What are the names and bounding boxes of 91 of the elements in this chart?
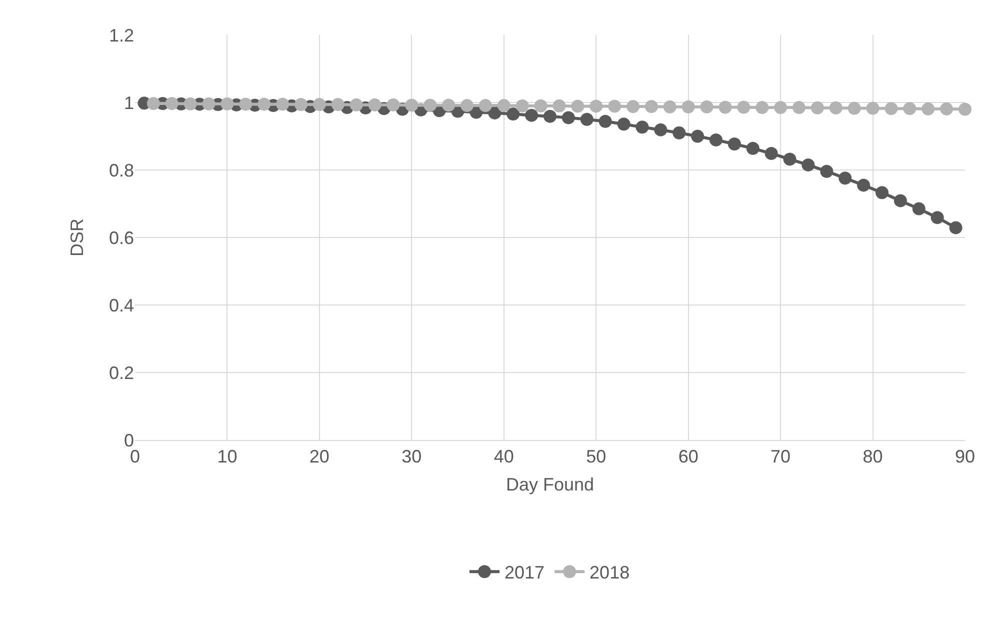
point <box>922 102 935 116</box>
point <box>838 172 852 185</box>
y-tick-label: 0.8 <box>108 160 134 180</box>
point <box>294 98 308 112</box>
point <box>516 99 529 112</box>
point <box>626 100 640 114</box>
x-tick-label: 30 <box>402 446 422 467</box>
point <box>146 97 160 110</box>
point <box>644 100 658 114</box>
point <box>525 108 538 122</box>
point <box>184 97 197 110</box>
point <box>590 100 603 113</box>
point <box>608 100 622 113</box>
point <box>848 102 861 115</box>
x-tick-label: 70 <box>770 446 791 467</box>
x-tick-label: 80 <box>862 446 883 467</box>
point <box>718 100 732 114</box>
point <box>544 110 556 123</box>
point <box>746 142 760 155</box>
point <box>774 101 788 114</box>
point <box>829 101 842 114</box>
x-tick-label: 60 <box>678 446 698 467</box>
point <box>368 98 382 112</box>
point <box>728 138 741 151</box>
y-tick-label: 0.2 <box>108 362 134 383</box>
x-tick-label: 20 <box>309 446 330 467</box>
point <box>580 112 594 126</box>
point <box>903 102 916 116</box>
point <box>331 98 344 112</box>
legend-label: 2017 <box>504 562 545 583</box>
x-tick-label: 10 <box>217 446 238 467</box>
point <box>552 99 566 112</box>
point <box>258 98 271 111</box>
point <box>562 111 575 124</box>
point <box>949 221 962 234</box>
point <box>405 98 418 112</box>
point <box>202 97 216 110</box>
point <box>737 100 750 114</box>
point <box>691 130 704 143</box>
point <box>894 194 907 208</box>
x-tick-label: 90 <box>954 446 976 467</box>
point <box>442 98 456 112</box>
point <box>940 102 954 116</box>
point <box>783 152 796 166</box>
x-tick-label: 50 <box>586 446 606 467</box>
point <box>424 98 437 112</box>
point <box>912 202 926 216</box>
point <box>220 97 234 110</box>
point <box>876 186 888 200</box>
point <box>350 98 363 112</box>
point <box>276 98 290 111</box>
point <box>654 123 668 136</box>
point <box>488 106 502 120</box>
point <box>672 126 686 140</box>
point <box>884 102 898 116</box>
point <box>700 100 714 114</box>
y-tick-label: 0.6 <box>108 228 134 248</box>
point <box>506 107 520 120</box>
y-tick-label: 1.2 <box>108 25 134 46</box>
point <box>460 99 474 112</box>
y-tick-label: 0 <box>124 430 134 450</box>
point <box>792 101 806 114</box>
point <box>571 100 584 113</box>
point <box>478 99 492 112</box>
point <box>312 98 326 112</box>
point <box>810 101 824 114</box>
point <box>636 120 649 134</box>
point <box>866 102 880 115</box>
point <box>386 98 400 112</box>
point <box>663 100 676 114</box>
point <box>617 118 630 131</box>
point <box>820 164 834 178</box>
point <box>930 211 944 224</box>
point <box>497 99 510 112</box>
point <box>682 100 695 114</box>
y-tick-label: 0.4 <box>108 295 134 316</box>
legend-label: 2018 <box>590 562 630 583</box>
y-axis-title: DSR <box>67 218 88 257</box>
point <box>710 133 722 146</box>
point <box>958 102 972 116</box>
x-tick-label: 40 <box>494 446 514 467</box>
point <box>857 178 870 192</box>
point <box>764 146 778 160</box>
x-axis-title: Day Found <box>506 474 594 495</box>
y-tick-label: 1 <box>124 92 134 113</box>
point <box>802 158 815 172</box>
point <box>598 114 612 128</box>
point <box>756 101 769 114</box>
point <box>239 98 252 111</box>
point <box>165 97 178 110</box>
point <box>534 99 548 112</box>
